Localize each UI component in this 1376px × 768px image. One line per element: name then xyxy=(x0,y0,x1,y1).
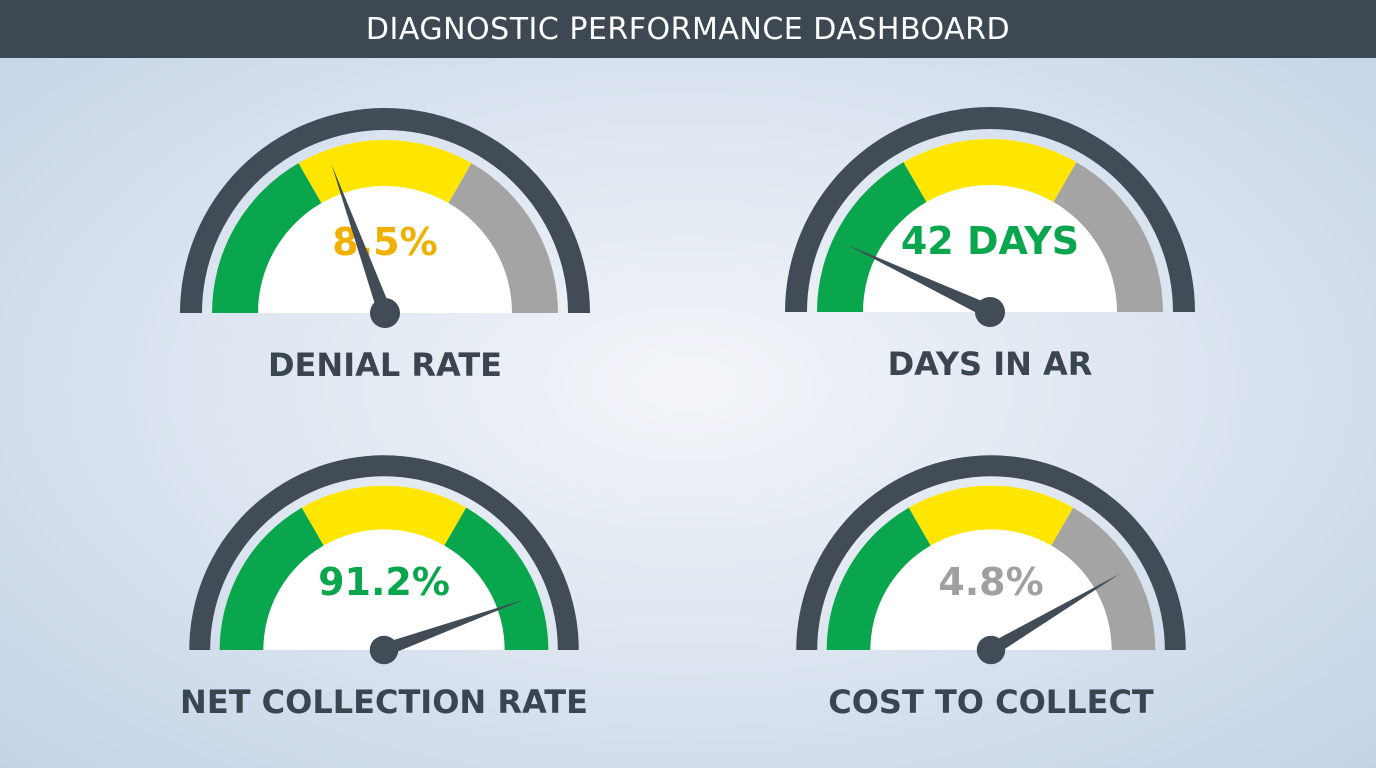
gauge-needle-hub xyxy=(975,297,1005,327)
gauge-segment-yellow xyxy=(301,485,467,546)
dashboard-title: DIAGNOSTIC PERFORMANCE DASHBOARD xyxy=(365,11,1011,47)
gauge-cost-to-collect: 4.8% COST TO COLLECT xyxy=(796,455,1186,721)
gauge-inner xyxy=(870,529,1112,650)
gauge-segment-green xyxy=(817,162,927,312)
gauge-needle xyxy=(331,164,392,316)
gauge-value: 42 DAYS xyxy=(901,219,1079,263)
gauge-outer-ring xyxy=(180,108,590,313)
gauge-value: 8.5% xyxy=(332,220,437,264)
gauge-label: DAYS IN AR xyxy=(888,345,1093,383)
gauge-days-in-ar: 42 DAYS DAYS IN AR xyxy=(785,107,1195,383)
gauge-segment-green xyxy=(444,507,549,650)
gauge-label: NET COLLECTION RATE xyxy=(180,683,588,721)
gauge-segment-yellow xyxy=(903,139,1077,203)
gauge-needle xyxy=(847,244,993,319)
gauge-segment-gray xyxy=(1051,507,1156,650)
gauge-net-collection-rate: 91.2% NET COLLECTION RATE xyxy=(180,455,588,721)
gauge-needle-hub xyxy=(370,298,400,328)
gauge-needle-hub xyxy=(369,635,399,665)
gauge-segment-green xyxy=(826,507,931,650)
gauge-segment-green xyxy=(219,507,324,650)
gauge-label: COST TO COLLECT xyxy=(828,683,1154,721)
gauge-inner xyxy=(263,529,505,650)
gauge-needle xyxy=(987,573,1121,656)
gauge-needle xyxy=(381,599,526,657)
gauge-value: 4.8% xyxy=(938,560,1043,604)
gauge-segment-yellow xyxy=(298,140,472,204)
gauge-denial-rate: 8.5% DENIAL RATE xyxy=(180,108,590,384)
gauge-segment-gray xyxy=(1053,162,1163,312)
header-bar: DIAGNOSTIC PERFORMANCE DASHBOARD xyxy=(0,0,1376,58)
gauge-segment-green xyxy=(212,163,322,313)
gauge-segment-gray xyxy=(448,163,558,313)
gauge-outer-ring xyxy=(189,455,579,650)
gauge-inner xyxy=(258,186,512,313)
gauge-needle-hub xyxy=(976,635,1006,665)
gauge-outer-ring xyxy=(796,455,1186,650)
gauge-label: DENIAL RATE xyxy=(268,346,502,384)
gauge-segment-yellow xyxy=(908,485,1074,546)
gauge-value: 91.2% xyxy=(318,560,450,604)
gauge-outer-ring xyxy=(785,107,1195,312)
